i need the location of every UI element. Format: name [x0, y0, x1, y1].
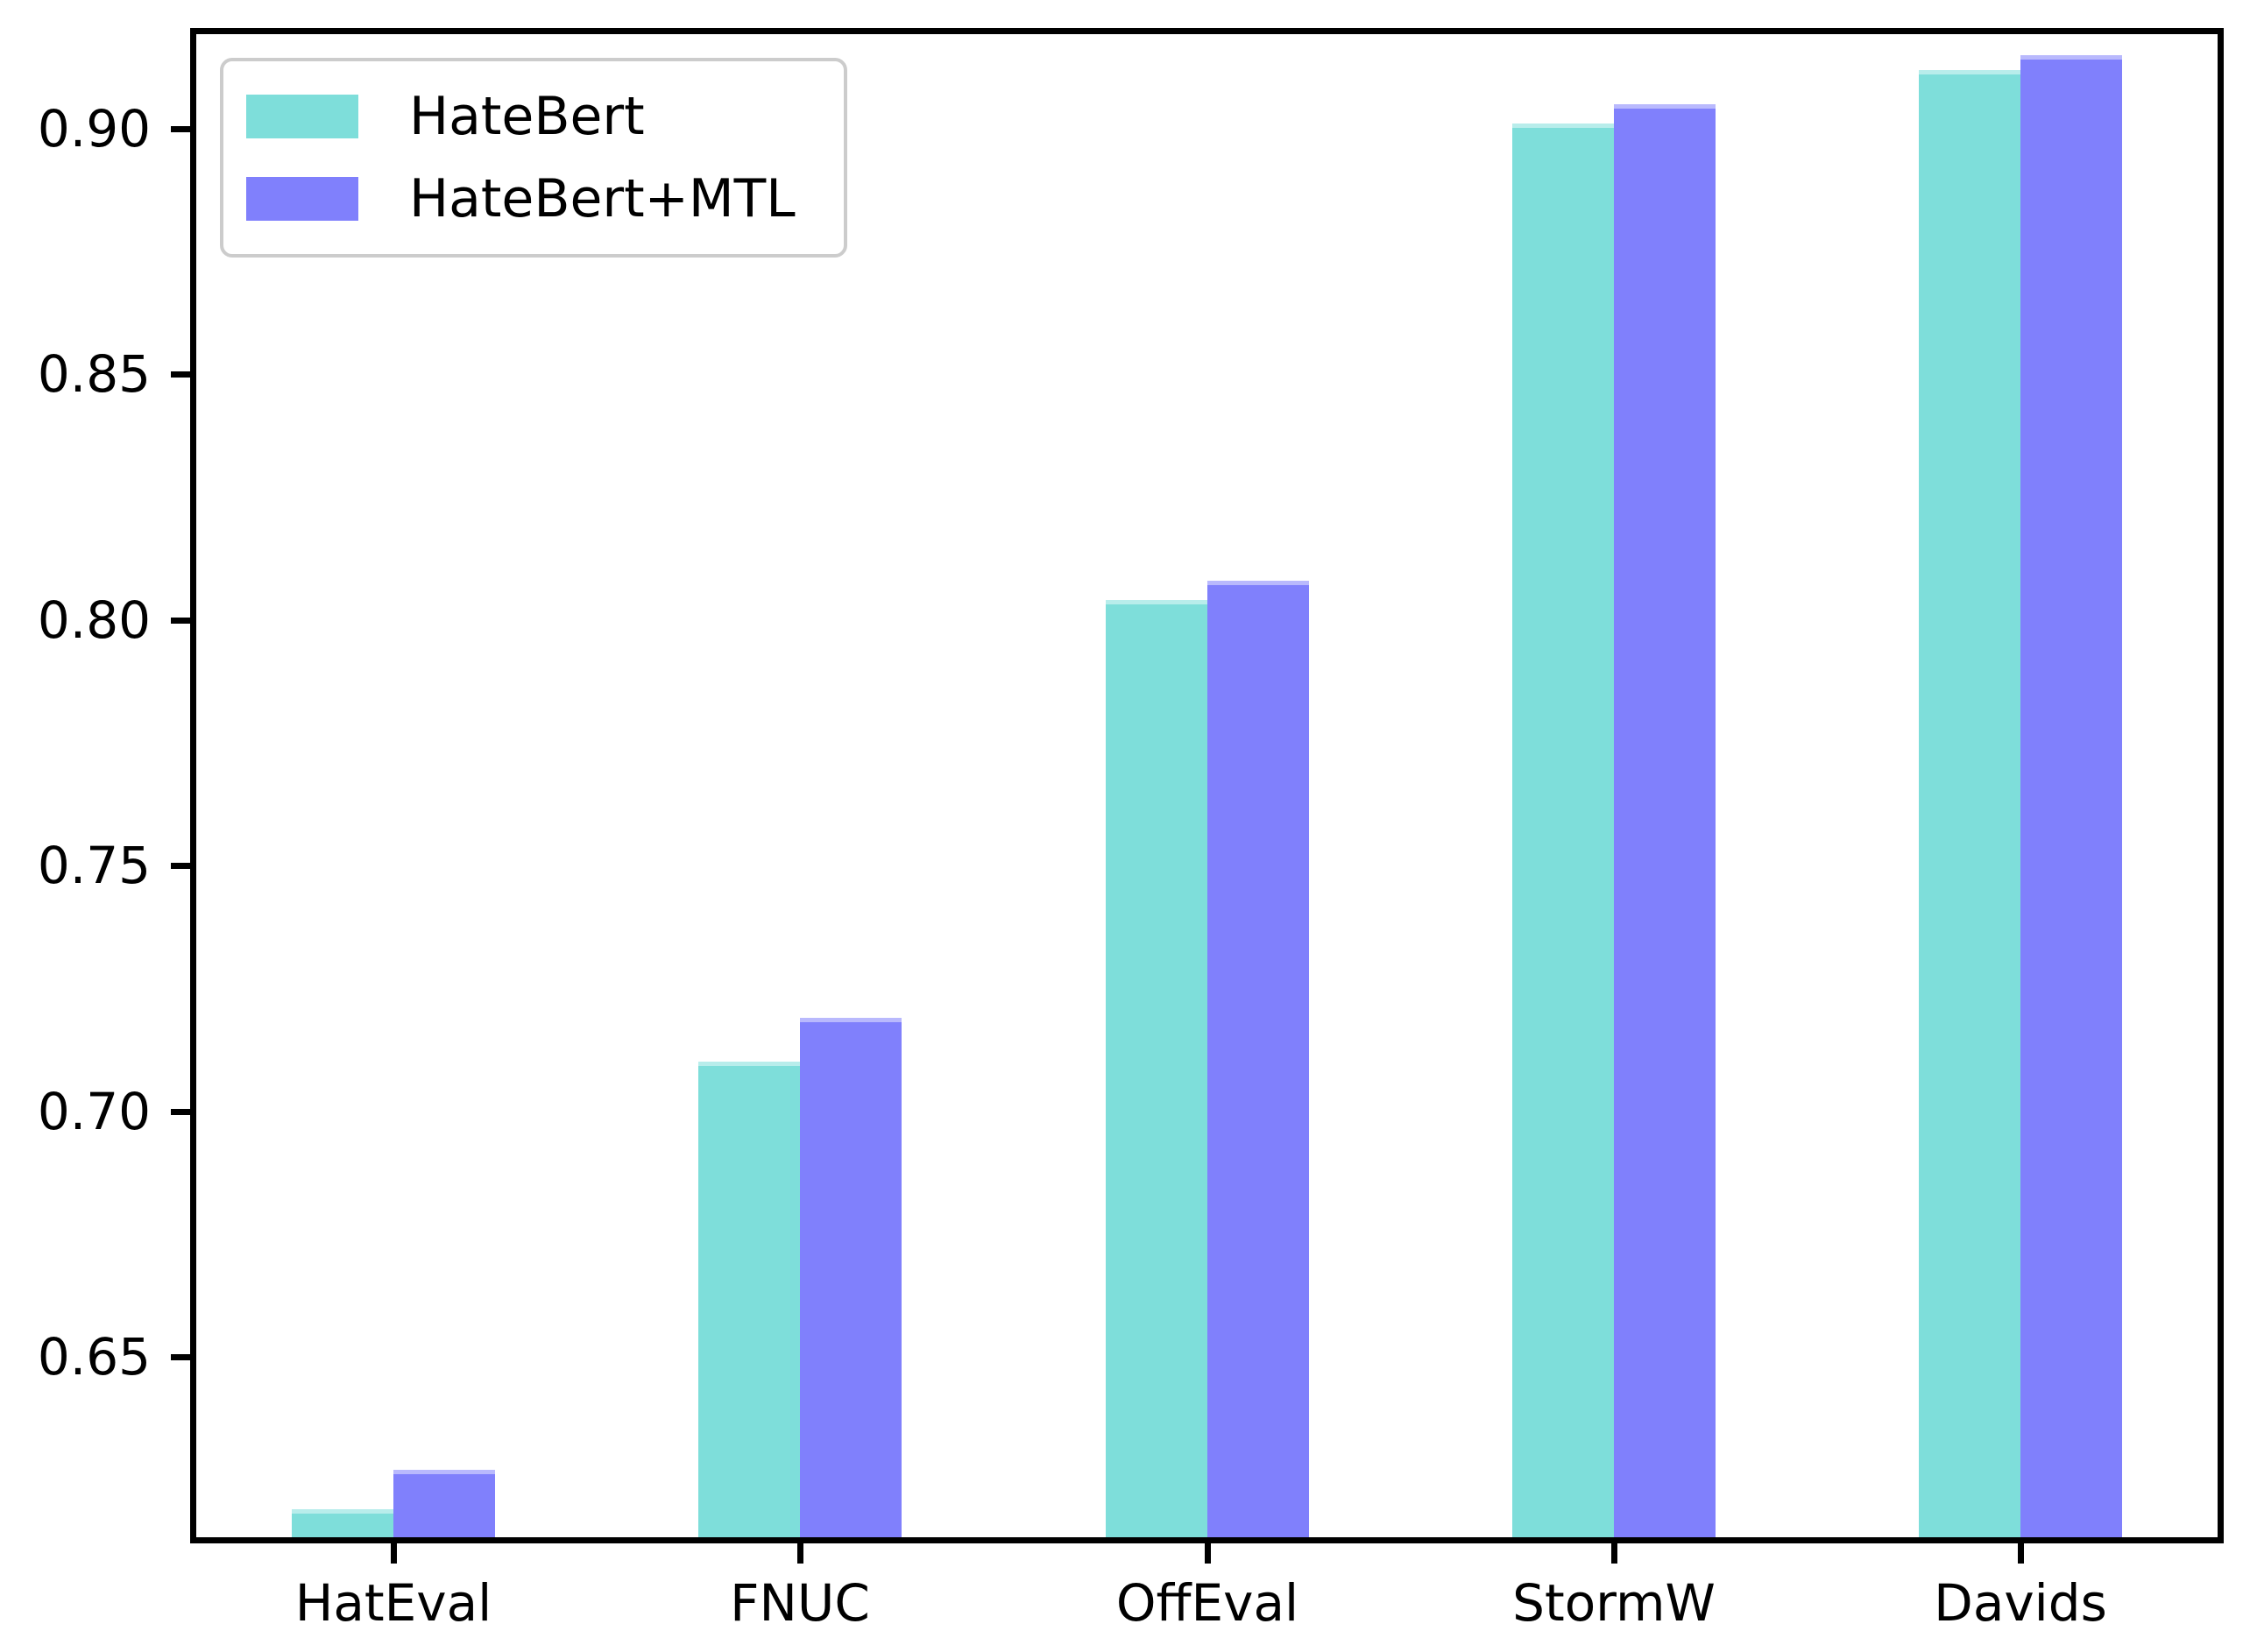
legend-swatch-hatebert-mtl [246, 177, 358, 221]
legend-label: HateBert+MTL [409, 168, 796, 229]
y-axis-tick-mark [171, 1354, 195, 1360]
x-axis-tick-mark [1611, 1540, 1617, 1564]
y-axis-tick-mark [171, 126, 195, 132]
bar-hatebert-hateval [292, 1509, 393, 1543]
legend: HateBert HateBert+MTL [220, 58, 847, 258]
y-axis-tick-mark [171, 1109, 195, 1115]
legend-item-hatebert-mtl: HateBert+MTL [246, 170, 826, 228]
x-axis-tick-label-stormw: StormW [1512, 1573, 1716, 1633]
x-axis-tick-mark [391, 1540, 397, 1564]
bar-hatebert-mtl-davids [2020, 55, 2122, 1543]
x-axis-tick-mark [797, 1540, 803, 1564]
x-axis-tick-label-hateval: HatEval [294, 1573, 492, 1633]
bar-hatebert-offeval [1106, 600, 1207, 1543]
bar-hatebert-mtl-fnuc [800, 1018, 902, 1543]
bar-hatebert-mtl-hateval [393, 1470, 495, 1543]
x-axis-tick-mark [2018, 1540, 2024, 1564]
bar-hatebert-mtl-stormw [1614, 104, 1716, 1543]
bar-hatebert-mtl-offeval [1207, 581, 1309, 1543]
x-axis-tick-label-davids: Davids [1934, 1573, 2107, 1633]
x-axis-tick-label-fnuc: FNUC [730, 1573, 870, 1633]
legend-item-hatebert: HateBert [246, 88, 826, 145]
x-axis-tick-mark [1205, 1540, 1211, 1564]
legend-swatch-hatebert [246, 95, 358, 138]
y-axis-tick-mark [171, 863, 195, 869]
bar-hatebert-fnuc [698, 1062, 800, 1543]
legend-label: HateBert [409, 86, 645, 147]
y-axis-tick-label: 0.85 [37, 344, 151, 404]
y-axis-tick-label: 0.75 [37, 836, 151, 895]
y-axis-tick-mark [171, 371, 195, 378]
bar-hatebert-stormw [1512, 124, 1614, 1543]
y-axis-tick-mark [171, 618, 195, 624]
y-axis-tick-label: 0.65 [37, 1327, 151, 1387]
x-axis-tick-label-offeval: OffEval [1115, 1573, 1299, 1633]
y-axis-tick-label: 0.70 [37, 1082, 151, 1141]
y-axis-tick-label: 0.90 [37, 99, 151, 159]
y-axis-tick-label: 0.80 [37, 590, 151, 650]
bar-hatebert-davids [1919, 70, 2020, 1543]
